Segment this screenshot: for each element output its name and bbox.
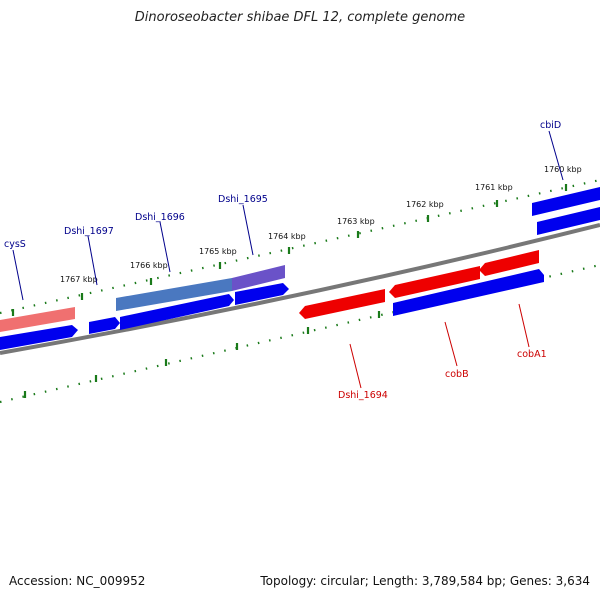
gene-arrow-fwd-1 bbox=[0, 325, 78, 350]
forward-row-inner bbox=[0, 207, 600, 350]
gene-label-dshi-1696: Dshi_1696 bbox=[135, 212, 185, 223]
gene-cds-dshi-1696 bbox=[116, 278, 232, 311]
gene-cds-dshi-1695 bbox=[232, 265, 285, 291]
gene-label-cysS: cysS bbox=[4, 239, 26, 250]
gene-cds-cysS bbox=[0, 307, 75, 332]
gene-arrow-fwd-5 bbox=[393, 269, 544, 316]
gene-arrow-fwd-2 bbox=[89, 317, 120, 334]
gene-label-cbiD: cbiD bbox=[540, 120, 561, 131]
gene-label-dshi-1694: Dshi_1694 bbox=[338, 390, 388, 401]
tick-label-1765: 1765 kbp bbox=[199, 247, 237, 256]
gene-cds-cobA1 bbox=[479, 250, 539, 276]
gene-label-dshi-1697: Dshi_1697 bbox=[64, 226, 114, 237]
tick-label-1763: 1763 kbp bbox=[337, 217, 375, 226]
gene-label-cobB: cobB bbox=[445, 369, 469, 380]
gene-cds-dshi-1694 bbox=[299, 289, 385, 319]
tick-label-1760: 1760 kbp bbox=[544, 165, 582, 174]
tick-label-1762: 1762 kbp bbox=[406, 200, 444, 209]
genome-summary-text: Topology: circular; Length: 3,789,584 bp… bbox=[260, 574, 590, 588]
forward-row-outer bbox=[0, 187, 600, 332]
gene-cds-cobB bbox=[389, 266, 480, 298]
gene-label-cobA1: cobA1 bbox=[517, 349, 547, 360]
gene-arrow-fwd-3 bbox=[120, 294, 234, 330]
accession-text: Accession: NC_009952 bbox=[9, 574, 146, 588]
tick-label-1767: 1767 kbp bbox=[60, 275, 98, 284]
tick-label-1766: 1766 kbp bbox=[130, 261, 168, 270]
label-leader-lines bbox=[12, 130, 564, 389]
gene-arrow-fwd-6 bbox=[537, 207, 600, 235]
genome-backbone bbox=[0, 223, 600, 355]
tick-label-1761: 1761 kbp bbox=[475, 183, 513, 192]
reverse-row bbox=[299, 250, 539, 319]
map-title: Dinoroseobacter shibae DFL 12, complete … bbox=[134, 10, 466, 25]
gene-cds-cbiD bbox=[532, 187, 600, 216]
tick-label-1764: 1764 kbp bbox=[268, 232, 306, 241]
gene-arrow-fwd-4 bbox=[235, 283, 289, 305]
gene-label-dshi-1695: Dshi_1695 bbox=[218, 194, 268, 205]
